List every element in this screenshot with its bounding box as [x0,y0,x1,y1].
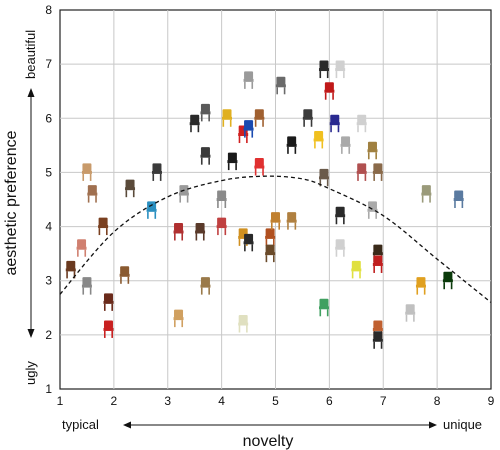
chair-point [405,304,416,322]
chair-point [173,309,184,328]
chair-point [324,82,335,100]
x-tick-label: 8 [434,394,441,408]
y-arrow-up-head [27,88,35,97]
chair-point [81,163,92,181]
chair-point [216,217,227,236]
chair-point [200,147,211,165]
chair-point [200,277,211,295]
chair-point [265,244,276,263]
chair-point [372,163,383,181]
chair-point [87,185,98,203]
chair-point [189,114,200,133]
y-tick-label: 3 [45,274,52,288]
chair-point [103,293,114,311]
chair-point [254,109,265,127]
chair-point [173,222,184,241]
x-arrow-left-head [123,421,131,429]
chair-point [372,331,383,349]
y-tick-label: 1 [45,382,52,396]
chair-point [335,239,346,257]
chair-point [200,103,211,122]
chair-point [367,141,378,160]
chair-point [81,277,92,295]
x-arrow-right-head [429,421,437,429]
chair-point [243,71,254,89]
chair-point [286,212,297,230]
x-tick-label: 3 [164,394,171,408]
chair-point [243,233,254,252]
chair-point [243,120,254,138]
y-tick-labels: 1 2 3 4 5 6 7 8 [45,3,52,396]
chair-point [318,168,329,187]
data-points [65,60,464,349]
chair-point [356,163,367,181]
chair-point [195,222,206,241]
x-tick-label: 2 [111,394,118,408]
chair-point [415,277,426,295]
chair-point [103,320,114,338]
chair-point [302,109,313,127]
chair-point [340,136,351,154]
chair-point [421,185,432,203]
x-tick-label: 4 [218,394,225,408]
y-tick-label: 4 [45,220,52,234]
y-axis-title: aesthetic preference [3,130,20,275]
chair-point [65,260,76,279]
chair-point [254,158,265,176]
x-tick-label: 5 [272,394,279,408]
x-tick-labels: 1 2 3 4 5 6 7 8 9 [57,394,495,408]
y-tick-label: 7 [45,57,52,71]
chair-point [372,255,383,273]
chair-point [318,60,329,79]
y-tick-label: 5 [45,165,52,179]
chair-point [329,114,340,133]
chair-point [318,298,329,317]
chair-point [265,228,276,246]
grid [60,10,491,389]
chair-point [335,60,346,79]
chair-point [238,315,249,333]
x-high-label: unique [443,417,482,432]
chair-point [151,163,162,181]
chair-point [286,136,297,154]
x-tick-label: 9 [488,394,495,408]
x-axis-title: novelty [243,433,294,450]
chair-point [356,114,367,133]
x-low-label: typical [62,417,99,432]
chair-point [222,109,233,127]
x-tick-label: 7 [380,394,387,408]
y-tick-label: 8 [45,3,52,17]
y-tick-label: 2 [45,328,52,342]
chair-point [442,271,453,290]
chair-point [275,76,286,95]
chair-point [313,130,324,149]
x-tick-label: 1 [57,394,64,408]
x-tick-label: 6 [326,394,333,408]
y-arrow-down-head [27,329,35,338]
chair-point [76,239,87,257]
y-tick-label: 6 [45,111,52,125]
chair-point [351,260,362,279]
chair-point [119,266,130,284]
y-low-label: ugly [23,361,38,385]
chair-point [227,152,238,171]
chair-point [453,190,464,208]
y-high-label: beautiful [23,30,38,79]
chair-point [270,212,281,230]
chair-point [216,190,227,208]
chair-point [335,206,346,225]
chair-point [125,179,136,198]
chair-point [98,217,109,236]
